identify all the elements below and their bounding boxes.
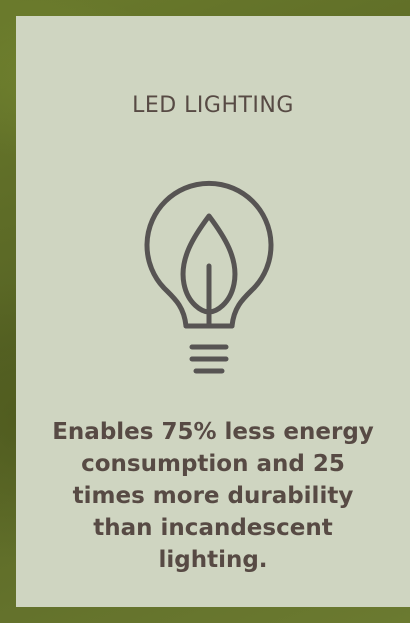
card-description: Enables 75% less energy consumption and … — [52, 419, 374, 573]
info-card: LED LIGHTING Enables 75% less energy con… — [16, 16, 410, 607]
lightbulb-leaf-icon — [144, 180, 274, 374]
card-title: LED LIGHTING — [132, 93, 294, 118]
